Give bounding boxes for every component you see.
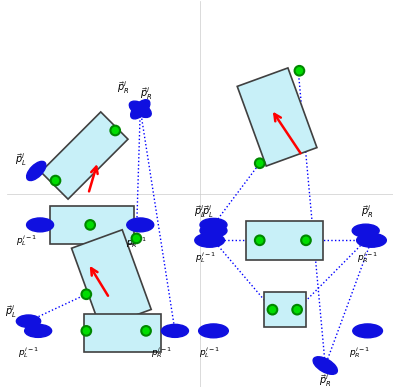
Text: $p_L^{i-1}$: $p_L^{i-1}$: [195, 250, 216, 265]
Text: $p_L^{i-1}$: $p_L^{i-1}$: [16, 233, 37, 248]
Polygon shape: [50, 206, 134, 244]
Circle shape: [82, 289, 91, 299]
Polygon shape: [41, 112, 128, 199]
Ellipse shape: [200, 218, 227, 231]
Circle shape: [51, 176, 60, 185]
Text: $\vec{p}_R^i$: $\vec{p}_R^i$: [117, 80, 129, 96]
Ellipse shape: [313, 357, 337, 374]
Circle shape: [268, 305, 277, 314]
Ellipse shape: [27, 162, 46, 181]
Circle shape: [110, 126, 120, 135]
Circle shape: [295, 66, 304, 76]
Circle shape: [292, 305, 302, 314]
Ellipse shape: [25, 324, 52, 338]
Polygon shape: [264, 292, 306, 327]
Ellipse shape: [199, 324, 228, 338]
Ellipse shape: [195, 233, 224, 247]
Text: $\vec{p}_L^i$: $\vec{p}_L^i$: [194, 203, 206, 220]
Circle shape: [255, 236, 264, 245]
Ellipse shape: [131, 100, 150, 119]
Polygon shape: [246, 221, 323, 260]
Ellipse shape: [353, 324, 382, 338]
Text: $p_R^{i-1}$: $p_R^{i-1}$: [357, 250, 378, 265]
Ellipse shape: [16, 315, 41, 327]
Text: $p_L^{i-1}$: $p_L^{i-1}$: [199, 345, 220, 359]
Circle shape: [255, 158, 264, 168]
Ellipse shape: [127, 218, 154, 232]
Ellipse shape: [352, 224, 379, 237]
Polygon shape: [72, 230, 151, 328]
Text: $\vec{p}_L^i$: $\vec{p}_L^i$: [5, 303, 17, 320]
Circle shape: [132, 234, 141, 243]
Circle shape: [141, 326, 151, 336]
Text: $p_L^{i-1}$: $p_L^{i-1}$: [18, 345, 39, 359]
Circle shape: [301, 236, 311, 245]
Ellipse shape: [200, 224, 227, 237]
Text: $\vec{p}_L^i$: $\vec{p}_L^i$: [15, 151, 27, 168]
Circle shape: [85, 220, 95, 230]
Text: $\vec{p}_R^i$: $\vec{p}_R^i$: [319, 372, 332, 389]
Ellipse shape: [129, 101, 151, 118]
Text: $p_R^{i-1}$: $p_R^{i-1}$: [126, 235, 147, 250]
Text: $p_R^{i-1}$: $p_R^{i-1}$: [349, 345, 370, 359]
Text: $p_R^{i-1}$: $p_R^{i-1}$: [151, 345, 172, 359]
Ellipse shape: [26, 218, 54, 232]
Circle shape: [82, 326, 91, 336]
Text: $\vec{p}_R^i$: $\vec{p}_R^i$: [362, 203, 374, 220]
Polygon shape: [84, 314, 162, 352]
Ellipse shape: [162, 324, 188, 338]
Text: $\vec{p}_L^i$: $\vec{p}_L^i$: [202, 203, 214, 220]
Polygon shape: [237, 68, 317, 166]
Text: $\vec{p}_R^i$: $\vec{p}_R^i$: [140, 85, 152, 102]
Ellipse shape: [357, 233, 386, 247]
